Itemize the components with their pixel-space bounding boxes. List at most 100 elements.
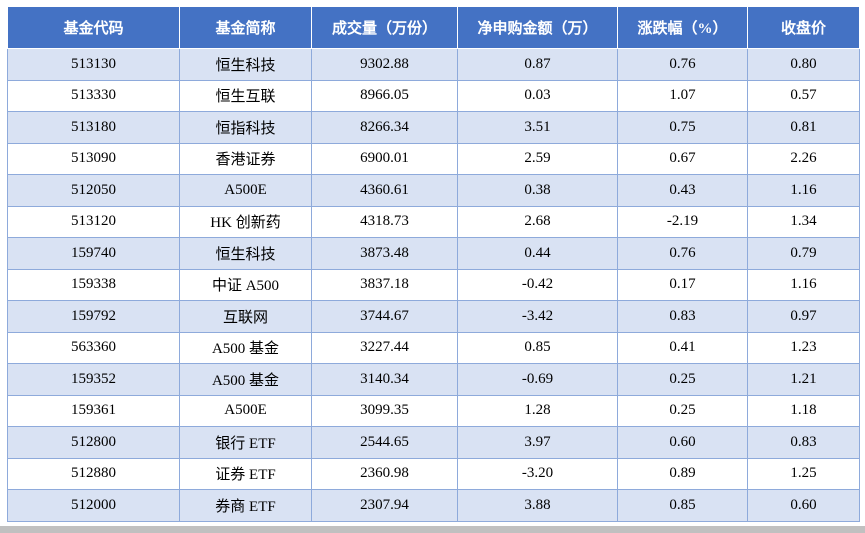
table-cell: 恒生科技 [179, 237, 312, 270]
table-cell: 1.07 [617, 79, 748, 112]
table-cell: 512800 [7, 426, 180, 459]
table-cell: -0.69 [457, 363, 618, 396]
table-cell: 0.41 [617, 331, 748, 364]
bottom-gray-bar [0, 526, 865, 533]
table-cell: 159740 [7, 237, 180, 270]
table-cell: HK 创新药 [179, 205, 312, 238]
table-row: 513330 恒生互联 8966.05 0.03 1.07 0.57 [7, 79, 860, 112]
column-header: 基金代码 [7, 6, 180, 49]
table-row: 512050 A500E 4360.61 0.38 0.43 1.16 [7, 174, 860, 207]
table-cell: 2.68 [457, 205, 618, 238]
table-cell: 513180 [7, 111, 180, 144]
table-cell: 513120 [7, 205, 180, 238]
table-row: 159338 中证 A500 3837.18 -0.42 0.17 1.16 [7, 268, 860, 301]
table-cell: 1.28 [457, 394, 618, 427]
table-cell: 159361 [7, 394, 180, 427]
table-cell: 2307.94 [311, 489, 458, 522]
table-cell: 0.81 [747, 111, 860, 144]
table-cell: 0.38 [457, 174, 618, 207]
table-cell: 9302.88 [311, 48, 458, 81]
table-row: 159740 恒生科技 3873.48 0.44 0.76 0.79 [7, 237, 860, 270]
table-cell: 0.80 [747, 48, 860, 81]
table-cell: 券商 ETF [179, 489, 312, 522]
table-cell: 0.67 [617, 142, 748, 175]
table-cell: 0.17 [617, 268, 748, 301]
table-cell: -0.42 [457, 268, 618, 301]
table-cell: 3099.35 [311, 394, 458, 427]
table-cell: 159338 [7, 268, 180, 301]
table-cell: 1.23 [747, 331, 860, 364]
table-cell: 0.83 [617, 300, 748, 333]
table-cell: 513130 [7, 48, 180, 81]
table-row: 513180 恒指科技 8266.34 3.51 0.75 0.81 [7, 111, 860, 144]
table-cell: 0.60 [617, 426, 748, 459]
table-row: 513090 香港证券 6900.01 2.59 0.67 2.26 [7, 142, 860, 175]
table-cell: 2.26 [747, 142, 860, 175]
table-cell: 0.79 [747, 237, 860, 270]
fund-table-header: 基金代码 基金简称 成交量（万份） 净申购金额（万） 涨跌幅（%） 收盘价 [7, 6, 860, 49]
table-cell: A500 基金 [179, 331, 312, 364]
table-cell: 0.85 [457, 331, 618, 364]
table-cell: 0.76 [617, 48, 748, 81]
header-row: 基金代码 基金简称 成交量（万份） 净申购金额（万） 涨跌幅（%） 收盘价 [7, 6, 860, 49]
table-cell: 1.21 [747, 363, 860, 396]
table-row: 159361 A500E 3099.35 1.28 0.25 1.18 [7, 394, 860, 427]
table-cell: 0.60 [747, 489, 860, 522]
table-cell: A500E [179, 174, 312, 207]
fund-table-body: 513130 恒生科技 9302.88 0.87 0.76 0.80 513330 恒生互联 8… [7, 48, 860, 522]
table-cell: 513330 [7, 79, 180, 112]
table-cell: 银行 ETF [179, 426, 312, 459]
table-cell: 8266.34 [311, 111, 458, 144]
table-cell: 1.18 [747, 394, 860, 427]
table-cell: 香港证券 [179, 142, 312, 175]
table-cell: A500E [179, 394, 312, 427]
table-cell: 512880 [7, 457, 180, 490]
table-cell: -2.19 [617, 205, 748, 238]
table-cell: 0.57 [747, 79, 860, 112]
table-row: 159352 A500 基金 3140.34 -0.69 0.25 1.21 [7, 363, 860, 396]
table-cell: 3.88 [457, 489, 618, 522]
table-cell: A500 基金 [179, 363, 312, 396]
table-cell: 中证 A500 [179, 268, 312, 301]
fund-table: 基金代码 基金简称 成交量（万份） 净申购金额（万） 涨跌幅（%） 收盘价 513130 恒… [7, 6, 860, 522]
table-cell: 0.44 [457, 237, 618, 270]
table-row: 512880 证券 ETF 2360.98 -3.20 0.89 1.25 [7, 457, 860, 490]
table-row: 512800 银行 ETF 2544.65 3.97 0.60 0.83 [7, 426, 860, 459]
table-cell: 2.59 [457, 142, 618, 175]
table-cell: 0.43 [617, 174, 748, 207]
table-cell: -3.42 [457, 300, 618, 333]
column-header: 涨跌幅（%） [617, 6, 748, 49]
table-cell: 513090 [7, 142, 180, 175]
table-cell: 0.89 [617, 457, 748, 490]
table-cell: 3744.67 [311, 300, 458, 333]
table-cell: 证券 ETF [179, 457, 312, 490]
table-cell: 0.76 [617, 237, 748, 270]
table-cell: 1.16 [747, 174, 860, 207]
table-cell: 恒生科技 [179, 48, 312, 81]
table-cell: 0.03 [457, 79, 618, 112]
table-row: 512000 券商 ETF 2307.94 3.88 0.85 0.60 [7, 489, 860, 522]
table-cell: 0.97 [747, 300, 860, 333]
table-cell: 1.34 [747, 205, 860, 238]
table-cell: 3873.48 [311, 237, 458, 270]
table-cell: 8966.05 [311, 79, 458, 112]
table-cell: 3140.34 [311, 363, 458, 396]
table-cell: 0.87 [457, 48, 618, 81]
table-cell: 0.25 [617, 363, 748, 396]
table-cell: 159352 [7, 363, 180, 396]
table-cell: 6900.01 [311, 142, 458, 175]
table-row: 159792 互联网 3744.67 -3.42 0.83 0.97 [7, 300, 860, 333]
column-header: 成交量（万份） [311, 6, 458, 49]
table-cell: 0.25 [617, 394, 748, 427]
table-cell: 512000 [7, 489, 180, 522]
column-header: 基金简称 [179, 6, 312, 49]
table-cell: 0.85 [617, 489, 748, 522]
table-row: 513130 恒生科技 9302.88 0.87 0.76 0.80 [7, 48, 860, 81]
table-cell: 互联网 [179, 300, 312, 333]
table-cell: 3.97 [457, 426, 618, 459]
table-cell: 3227.44 [311, 331, 458, 364]
table-cell: 恒生互联 [179, 79, 312, 112]
table-cell: -3.20 [457, 457, 618, 490]
table-cell: 0.83 [747, 426, 860, 459]
